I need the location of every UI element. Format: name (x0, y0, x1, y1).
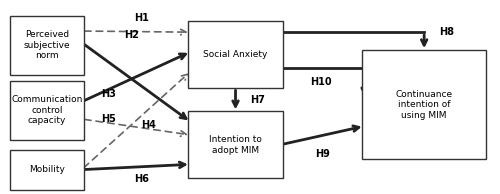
FancyBboxPatch shape (10, 150, 84, 190)
Text: H10: H10 (310, 77, 332, 87)
Text: Social Anxiety: Social Anxiety (204, 50, 268, 59)
Text: H4: H4 (141, 120, 156, 130)
Text: H3: H3 (102, 89, 116, 99)
FancyBboxPatch shape (10, 81, 84, 140)
FancyBboxPatch shape (188, 22, 282, 88)
FancyBboxPatch shape (10, 16, 84, 75)
FancyBboxPatch shape (188, 111, 282, 178)
FancyBboxPatch shape (362, 50, 486, 159)
Text: H1: H1 (134, 13, 148, 23)
Text: Communication
control
capacity: Communication control capacity (11, 95, 83, 125)
Text: Continuance
intention of
using MIM: Continuance intention of using MIM (396, 90, 452, 120)
Text: H7: H7 (250, 95, 266, 105)
Text: H9: H9 (315, 149, 330, 159)
Text: Perceived
subjective
norm: Perceived subjective norm (24, 30, 70, 60)
Text: Intention to
adopt MIM: Intention to adopt MIM (209, 135, 262, 154)
Text: H6: H6 (134, 174, 148, 184)
Text: H5: H5 (102, 113, 116, 124)
Text: H8: H8 (439, 27, 454, 37)
Text: H2: H2 (124, 30, 138, 40)
Text: Mobility: Mobility (29, 165, 65, 174)
